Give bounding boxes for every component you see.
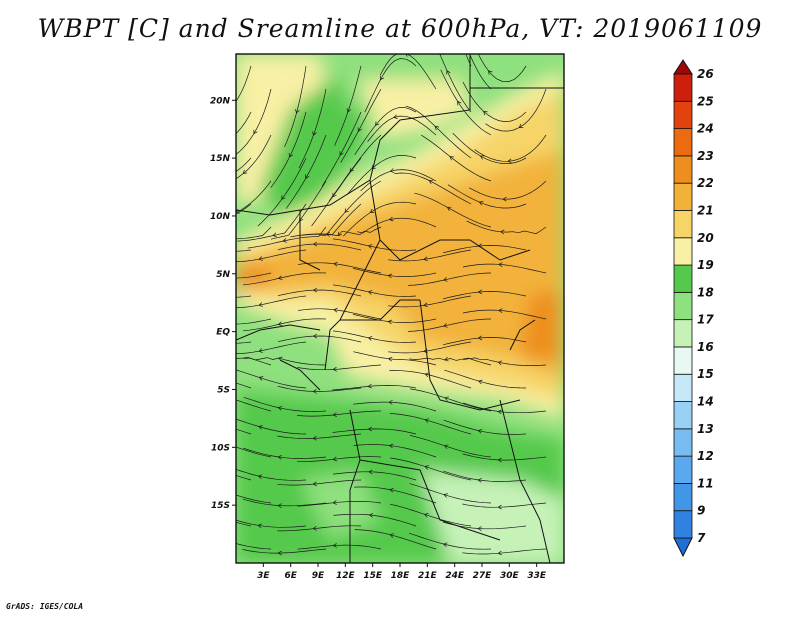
lon-tick-label: 27E [473, 571, 493, 581]
colorbar-label: 16 [697, 340, 714, 354]
colorbar-max-arrow [673, 59, 693, 75]
colorbar-label: 18 [697, 285, 714, 299]
lon-tick-label: 15E [363, 571, 383, 581]
colorbar-label: 11 [697, 476, 714, 490]
colorbar-swatch [673, 346, 693, 375]
colorbar-swatch [673, 291, 693, 321]
colorbar-label: 7 [697, 531, 706, 545]
lon-tick-label: 24E [445, 571, 465, 581]
colorbar-label: 17 [697, 313, 714, 327]
colorbar-swatch [673, 128, 693, 157]
colorbar-swatch [673, 319, 693, 348]
colorbar-label: 21 [697, 203, 714, 217]
lon-tick-label: 3E [257, 571, 270, 581]
lon-tick-label: 12E [336, 571, 356, 581]
lat-tick-label: 5S [217, 385, 230, 395]
lat-tick-label: 10N [210, 212, 231, 222]
colorbar-swatch [673, 210, 693, 239]
colorbar-label: 14 [697, 395, 714, 409]
lat-tick-label: 15N [210, 154, 231, 164]
colorbar-label: 22 [697, 176, 714, 190]
colorbar-min-arrow [673, 537, 693, 558]
lon-tick-label: 33E [527, 571, 547, 581]
latitude-axis: 20N 15N 10N 5N EQ 5S 10S 15S [210, 96, 236, 511]
lat-tick-label: 10S [211, 443, 230, 453]
colorbar-swatch [673, 401, 693, 430]
colorbar-swatch [673, 100, 693, 129]
colorbar-swatch [673, 428, 693, 457]
chart-title: WBPT [C] and Sreamline at 600hPa, VT: 20… [37, 14, 763, 43]
lon-tick-label: 18E [391, 571, 411, 581]
colorbar-label: 20 [697, 231, 714, 245]
country-borders [236, 54, 564, 563]
lon-tick-label: 21E [418, 571, 438, 581]
lon-tick-label: 30E [500, 571, 520, 581]
colorbar-swatch [673, 155, 693, 184]
colorbar: 7 9 11 12 13 14 15 16 17 18 19 20 21 22 23 24 25 26 [673, 59, 714, 558]
lon-tick-label: 6E [284, 571, 297, 581]
lat-tick-label: 5N [216, 270, 230, 280]
colorbar-swatch [673, 373, 693, 402]
longitude-axis: 3E 6E 9E 12E 15E 18E 21E 24E 27E 30E 33E [257, 563, 547, 581]
colorbar-label: 26 [697, 67, 714, 81]
colorbar-swatch [673, 455, 693, 484]
colorbar-label: 12 [697, 449, 714, 463]
colorbar-label: 15 [697, 367, 714, 381]
colorbar-label: 9 [697, 504, 705, 518]
lat-tick-label: 15S [211, 501, 230, 511]
colorbar-swatch [673, 73, 693, 102]
colorbar-swatch [673, 510, 693, 539]
colorbar-label: 24 [697, 122, 714, 136]
colorbar-label: 13 [697, 422, 714, 436]
colorbar-label: 19 [697, 258, 714, 272]
lat-tick-label: 20N [210, 96, 231, 106]
colorbar-label: 25 [697, 94, 714, 108]
grads-credit: GrADS: IGES/COLA [6, 602, 84, 611]
lon-tick-label: 9E [312, 571, 325, 581]
colorbar-swatch [673, 264, 693, 293]
colorbar-label: 23 [697, 149, 714, 163]
wbpt-field [236, 54, 564, 563]
lat-tick-label: EQ [216, 328, 230, 338]
colorbar-swatch [673, 483, 693, 512]
colorbar-swatch [673, 237, 693, 266]
colorbar-swatch [673, 182, 693, 211]
